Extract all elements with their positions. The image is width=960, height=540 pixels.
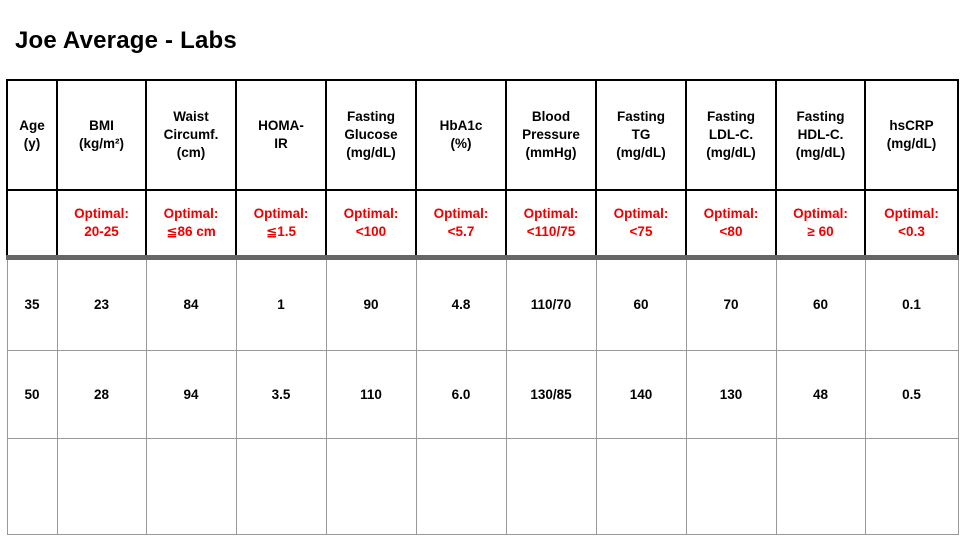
cell-fasting-hdl [775,438,866,535]
optimal-age [6,189,58,260]
table-row: 50 28 94 3.5 110 6.0 130/85 140 130 48 0… [6,350,959,439]
cell-homa-ir [235,438,327,535]
cell-fasting-tg: 60 [595,257,687,351]
cell-bmi: 28 [56,350,147,439]
cell-blood-pressure: 130/85 [505,350,597,439]
header-waist: Waist Circumf. (cm) [145,79,237,191]
cell-fasting-tg [595,438,687,535]
cell-fasting-hdl: 60 [775,257,866,351]
header-fasting-tg: Fasting TG (mg/dL) [595,79,687,191]
table-row [6,438,959,535]
optimal-homa-ir: Optimal: ≦1.5 [235,189,327,260]
cell-hba1c [415,438,507,535]
cell-hba1c: 6.0 [415,350,507,439]
cell-hba1c: 4.8 [415,257,507,351]
optimal-fasting-glucose: Optimal: <100 [325,189,417,260]
cell-hscrp: 0.1 [864,257,959,351]
cell-age [6,438,58,535]
cell-hscrp [864,438,959,535]
page-title: Joe Average - Labs [15,27,237,54]
optimal-hscrp: Optimal: <0.3 [864,189,959,260]
optimal-blood-pressure: Optimal: <110/75 [505,189,597,260]
labs-table: Age (y) BMI (kg/m²) Waist Circumf. (cm) … [6,79,959,535]
cell-waist: 94 [145,350,237,439]
cell-bmi: 23 [56,257,147,351]
header-age: Age (y) [6,79,58,191]
header-row: Age (y) BMI (kg/m²) Waist Circumf. (cm) … [6,79,959,191]
cell-fasting-ldl: 130 [685,350,777,439]
cell-blood-pressure [505,438,597,535]
optimal-fasting-hdl: Optimal: ≥ 60 [775,189,866,260]
header-hba1c: HbA1c (%) [415,79,507,191]
header-homa-ir: HOMA- IR [235,79,327,191]
header-bmi: BMI (kg/m²) [56,79,147,191]
header-fasting-hdl: Fasting HDL-C. (mg/dL) [775,79,866,191]
cell-fasting-glucose: 90 [325,257,417,351]
cell-fasting-glucose: 110 [325,350,417,439]
header-hscrp: hsCRP (mg/dL) [864,79,959,191]
cell-fasting-ldl: 70 [685,257,777,351]
cell-fasting-tg: 140 [595,350,687,439]
optimal-row: Optimal: 20-25 Optimal: ≦86 cm Optimal: … [6,189,959,260]
optimal-bmi: Optimal: 20-25 [56,189,147,260]
cell-age: 35 [6,257,58,351]
header-blood-pressure: Blood Pressure (mmHg) [505,79,597,191]
cell-age: 50 [6,350,58,439]
cell-blood-pressure: 110/70 [505,257,597,351]
optimal-fasting-tg: Optimal: <75 [595,189,687,260]
cell-fasting-ldl [685,438,777,535]
table-row: 35 23 84 1 90 4.8 110/70 60 70 60 0.1 [6,257,959,351]
cell-waist: 84 [145,257,237,351]
optimal-waist: Optimal: ≦86 cm [145,189,237,260]
cell-homa-ir: 1 [235,257,327,351]
cell-homa-ir: 3.5 [235,350,327,439]
cell-hscrp: 0.5 [864,350,959,439]
cell-fasting-glucose [325,438,417,535]
header-fasting-ldl: Fasting LDL-C. (mg/dL) [685,79,777,191]
cell-fasting-hdl: 48 [775,350,866,439]
header-fasting-glucose: Fasting Glucose (mg/dL) [325,79,417,191]
cell-bmi [56,438,147,535]
optimal-hba1c: Optimal: <5.7 [415,189,507,260]
optimal-fasting-ldl: Optimal: <80 [685,189,777,260]
cell-waist [145,438,237,535]
